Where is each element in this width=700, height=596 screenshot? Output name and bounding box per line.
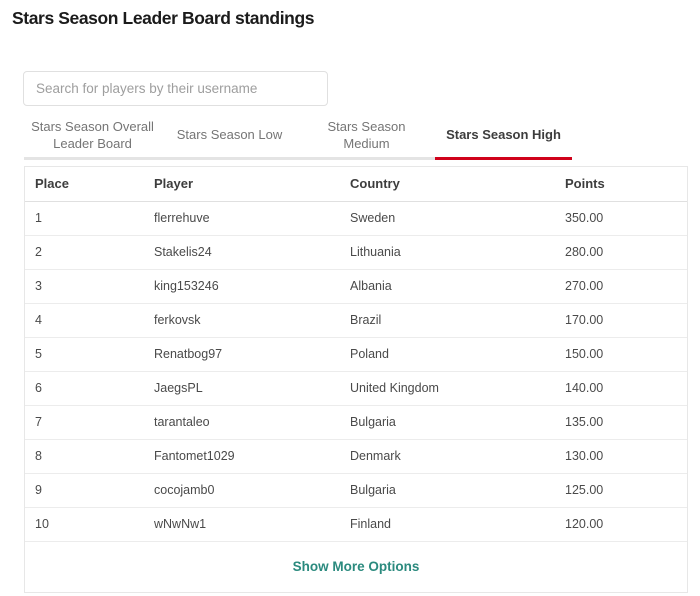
country-cell: Bulgaria [340,405,555,440]
player-cell: ferkovsk [144,303,340,338]
table-row: 9 cocojamb0 Bulgaria 125.00 [25,473,687,508]
column-header-country: Country [340,167,555,202]
place-cell: 6 [25,371,144,406]
place-cell: 3 [25,269,144,304]
show-more-options-button[interactable]: Show More Options [287,558,426,575]
country-cell: Albania [340,269,555,304]
table-row: 7 tarantaleo Bulgaria 135.00 [25,405,687,440]
column-header-place: Place [25,167,144,202]
player-cell: Renatbog97 [144,337,340,372]
column-header-points: Points [555,167,687,202]
country-cell: United Kingdom [340,371,555,406]
points-cell: 270.00 [555,269,687,304]
tab-stars-season-low[interactable]: Stars Season Low [161,115,298,160]
table-row: 6 JaegsPL United Kingdom 140.00 [25,371,687,406]
player-cell: king153246 [144,269,340,304]
place-cell: 10 [25,507,144,542]
country-cell: Lithuania [340,235,555,270]
place-cell: 2 [25,235,144,270]
leaderboard-table: Place Player Country Points 1 flerrehuve S… [25,167,687,542]
tab-bar: Stars Season Overall Leader Board Stars S… [24,115,572,160]
table-body: 1 flerrehuve Sweden 350.00 2 Stakelis24 Lithua… [25,201,687,542]
table-row: 2 Stakelis24 Lithuania 280.00 [25,235,687,270]
table-row: 8 Fantomet1029 Denmark 130.00 [25,439,687,474]
place-cell: 7 [25,405,144,440]
points-cell: 170.00 [555,303,687,338]
country-cell: Brazil [340,303,555,338]
column-header-player: Player [144,167,340,202]
points-cell: 140.00 [555,371,687,406]
country-cell: Poland [340,337,555,372]
table-row: 10 wNwNw1 Finland 120.00 [25,507,687,542]
place-cell: 8 [25,439,144,474]
tab-stars-season-medium[interactable]: Stars Season Medium [298,115,435,160]
tab-stars-season-overall-leader-board[interactable]: Stars Season Overall Leader Board [24,115,161,160]
table-row: 5 Renatbog97 Poland 150.00 [25,337,687,372]
search-container [23,71,328,106]
player-cell: Stakelis24 [144,235,340,270]
table-row: 4 ferkovsk Brazil 170.00 [25,303,687,338]
country-cell: Sweden [340,201,555,236]
country-cell: Finland [340,507,555,542]
player-cell: wNwNw1 [144,507,340,542]
tab-stars-season-high[interactable]: Stars Season High [435,115,572,160]
points-cell: 150.00 [555,337,687,372]
player-cell: flerrehuve [144,201,340,236]
points-cell: 120.00 [555,507,687,542]
place-cell: 5 [25,337,144,372]
player-cell: Fantomet1029 [144,439,340,474]
page-title: Stars Season Leader Board standings [12,8,315,28]
country-cell: Bulgaria [340,473,555,508]
place-cell: 9 [25,473,144,508]
table-row: 3 king153246 Albania 270.00 [25,269,687,304]
player-cell: cocojamb0 [144,473,340,508]
search-input[interactable] [23,71,328,106]
points-cell: 135.00 [555,405,687,440]
place-cell: 4 [25,303,144,338]
table-footer: Show More Options [25,542,687,592]
leaderboard-panel: Place Player Country Points 1 flerrehuve S… [24,166,688,593]
player-cell: tarantaleo [144,405,340,440]
points-cell: 280.00 [555,235,687,270]
points-cell: 125.00 [555,473,687,508]
table-header-row: Place Player Country Points [25,167,687,202]
player-cell: JaegsPL [144,371,340,406]
country-cell: Denmark [340,439,555,474]
points-cell: 130.00 [555,439,687,474]
table-row: 1 flerrehuve Sweden 350.00 [25,201,687,236]
points-cell: 350.00 [555,201,687,236]
place-cell: 1 [25,201,144,236]
